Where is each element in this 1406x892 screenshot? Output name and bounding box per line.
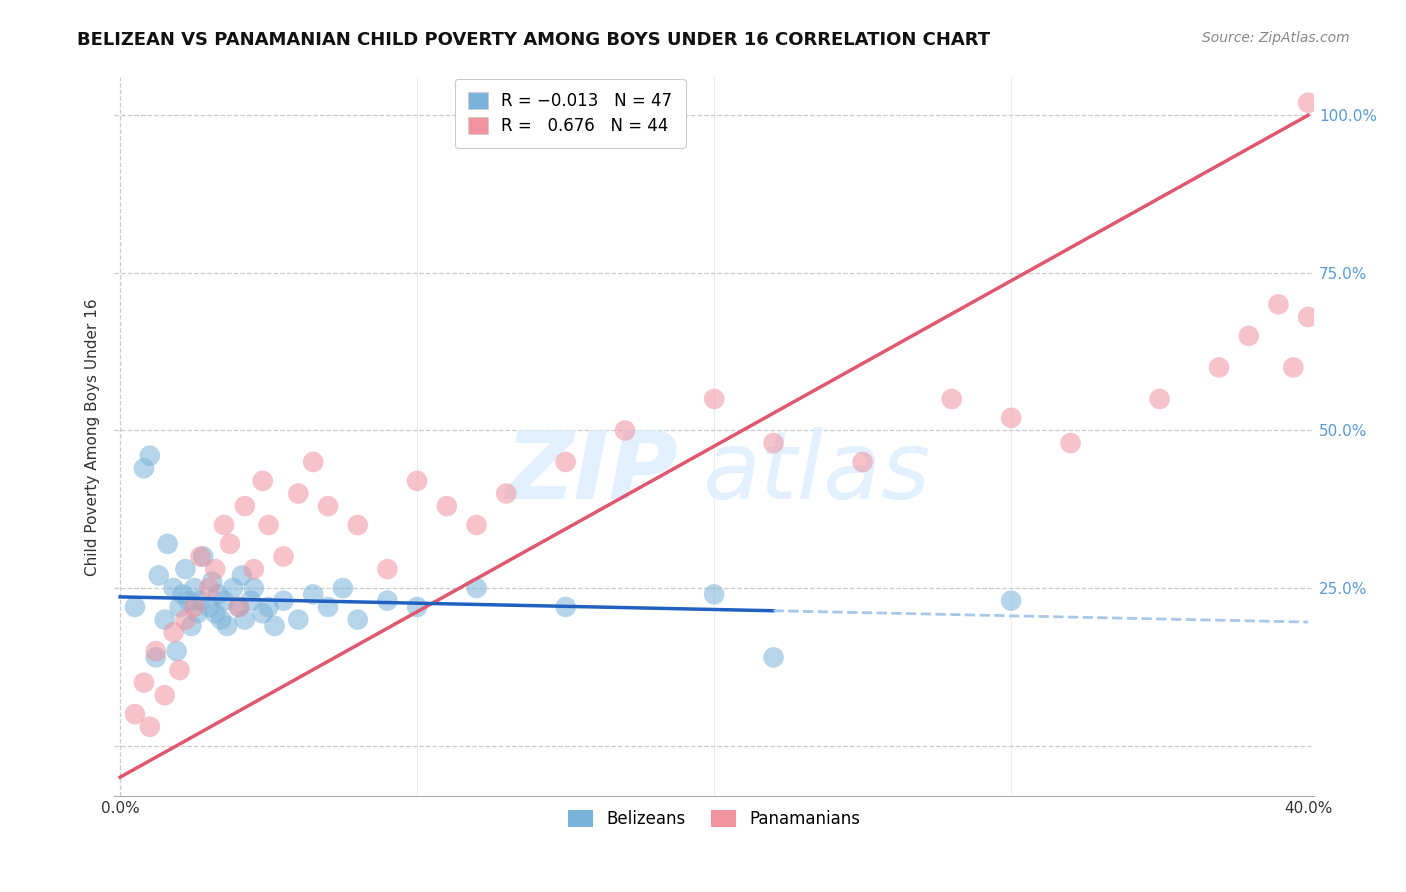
Point [198, 581, 221, 595]
Point [703, 392, 725, 406]
Point [1208, 360, 1230, 375]
Point [177, 593, 200, 607]
Legend: Belizeans, Panamanians: Belizeans, Panamanians [561, 803, 866, 835]
Point [174, 613, 197, 627]
Point [287, 613, 309, 627]
Point [406, 599, 429, 614]
Point [377, 562, 399, 576]
Text: ZIP: ZIP [505, 426, 678, 518]
Point [169, 663, 191, 677]
Y-axis label: Child Poverty Among Boys Under 16: Child Poverty Among Boys Under 16 [86, 298, 100, 575]
Point [252, 607, 274, 621]
Point [139, 449, 162, 463]
Point [172, 587, 194, 601]
Point [169, 599, 191, 614]
Point [153, 688, 176, 702]
Point [204, 607, 226, 621]
Point [465, 518, 488, 533]
Point [228, 599, 250, 614]
Point [302, 587, 325, 601]
Point [554, 599, 576, 614]
Point [941, 392, 963, 406]
Point [212, 593, 235, 607]
Text: atlas: atlas [702, 427, 931, 518]
Point [1237, 329, 1260, 343]
Point [183, 599, 205, 614]
Point [186, 607, 208, 621]
Point [212, 518, 235, 533]
Point [145, 644, 167, 658]
Point [204, 562, 226, 576]
Point [762, 650, 785, 665]
Point [228, 599, 250, 614]
Point [242, 562, 264, 576]
Point [215, 619, 238, 633]
Point [273, 549, 295, 564]
Point [465, 581, 488, 595]
Point [162, 625, 184, 640]
Point [162, 581, 184, 595]
Point [166, 644, 188, 658]
Text: BELIZEAN VS PANAMANIAN CHILD POVERTY AMONG BOYS UNDER 16 CORRELATION CHART: BELIZEAN VS PANAMANIAN CHILD POVERTY AMO… [77, 31, 990, 49]
Point [156, 537, 179, 551]
Point [193, 549, 215, 564]
Point [377, 593, 399, 607]
Point [1282, 360, 1305, 375]
Point [1296, 310, 1319, 324]
Point [1000, 410, 1022, 425]
Point [231, 568, 253, 582]
Point [263, 619, 285, 633]
Point [139, 720, 162, 734]
Point [242, 581, 264, 595]
Point [257, 599, 280, 614]
Point [148, 568, 170, 582]
Point [436, 499, 458, 513]
Point [219, 537, 242, 551]
Point [1149, 392, 1171, 406]
Point [316, 499, 339, 513]
Point [239, 593, 262, 607]
Point [209, 613, 232, 627]
Point [1000, 593, 1022, 607]
Point [332, 581, 354, 595]
Point [188, 593, 211, 607]
Point [1059, 436, 1081, 450]
Point [124, 599, 146, 614]
Point [183, 581, 205, 595]
Point [233, 613, 256, 627]
Point [201, 574, 224, 589]
Text: Source: ZipAtlas.com: Source: ZipAtlas.com [1202, 31, 1350, 45]
Point [302, 455, 325, 469]
Point [852, 455, 875, 469]
Point [287, 486, 309, 500]
Point [252, 474, 274, 488]
Point [495, 486, 517, 500]
Point [198, 599, 221, 614]
Point [346, 518, 368, 533]
Point [174, 562, 197, 576]
Point [222, 581, 245, 595]
Point [233, 499, 256, 513]
Point [132, 461, 155, 475]
Point [346, 613, 368, 627]
Point [614, 424, 637, 438]
Point [316, 599, 339, 614]
Point [188, 549, 211, 564]
Point [153, 613, 176, 627]
Point [180, 619, 202, 633]
Point [132, 675, 155, 690]
Point [145, 650, 167, 665]
Point [257, 518, 280, 533]
Point [207, 587, 229, 601]
Point [703, 587, 725, 601]
Point [554, 455, 576, 469]
Point [124, 707, 146, 722]
Point [406, 474, 429, 488]
Point [273, 593, 295, 607]
Point [1296, 95, 1319, 110]
Point [1267, 297, 1289, 311]
Point [762, 436, 785, 450]
